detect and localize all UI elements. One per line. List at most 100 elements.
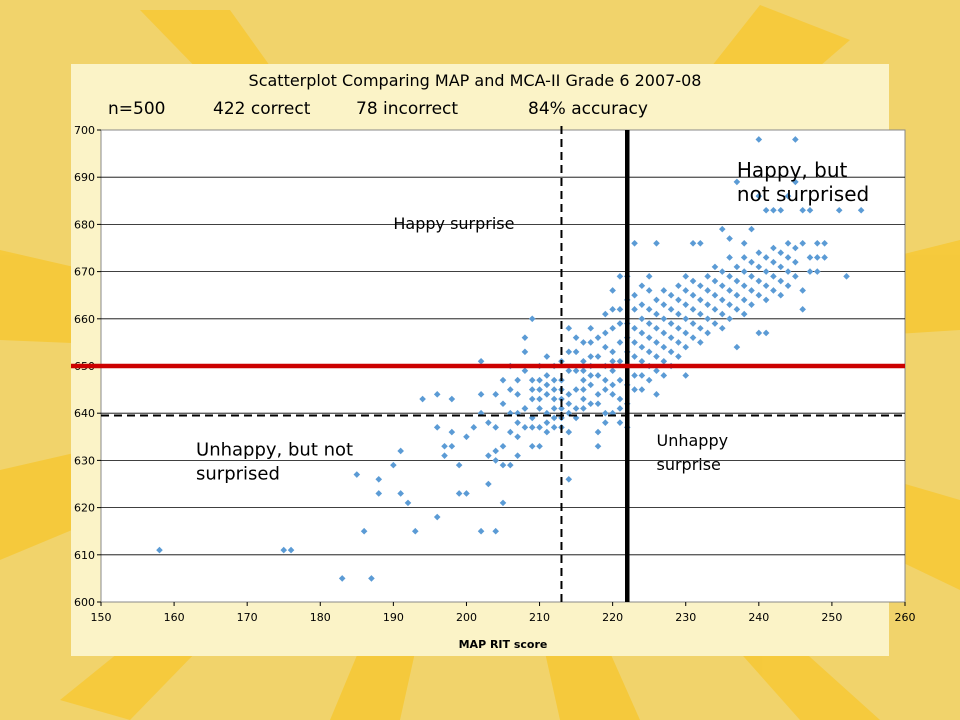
- data-point: [492, 457, 499, 464]
- data-point: [580, 376, 587, 384]
- data-point: [689, 320, 697, 327]
- data-point: [784, 268, 792, 275]
- data-point: [587, 381, 595, 389]
- data-point: [733, 306, 741, 313]
- data-point: [631, 324, 638, 332]
- data-point: [792, 258, 799, 266]
- data-point: [499, 461, 507, 469]
- data-point: [550, 376, 558, 384]
- data-point: [762, 206, 770, 214]
- data-point: [499, 376, 507, 384]
- data-point: [536, 424, 543, 431]
- annotation-label: surprised: [196, 463, 280, 484]
- data-point: [638, 329, 646, 337]
- x-tick-label: 240: [748, 611, 769, 624]
- data-point: [492, 447, 499, 455]
- data-point: [492, 424, 499, 431]
- data-point: [485, 480, 492, 488]
- data-point: [375, 490, 383, 497]
- data-point: [602, 376, 609, 384]
- annotation-label: Happy, but: [737, 158, 848, 182]
- data-point: [455, 490, 463, 497]
- data-point: [748, 273, 755, 280]
- data-point: [572, 334, 580, 341]
- data-point: [609, 391, 616, 398]
- data-point: [843, 273, 850, 280]
- data-point: [156, 546, 163, 554]
- data-point: [514, 452, 521, 459]
- data-point: [287, 546, 295, 554]
- data-point: [602, 343, 609, 351]
- data-point: [697, 339, 704, 346]
- data-point: [616, 339, 624, 346]
- data-point: [528, 376, 536, 384]
- data-point: [770, 273, 777, 280]
- data-point: [718, 310, 726, 318]
- data-point: [777, 206, 785, 214]
- reference-lines: [71, 126, 905, 602]
- y-tick-label: 620: [74, 502, 95, 515]
- data-point: [616, 376, 624, 384]
- data-point: [660, 357, 668, 365]
- data-point: [580, 339, 587, 346]
- x-tick-label: 160: [164, 611, 185, 624]
- data-point: [448, 442, 456, 450]
- data-point: [514, 391, 521, 398]
- y-tick-label: 640: [74, 407, 95, 420]
- data-point: [631, 306, 638, 313]
- data-point: [550, 414, 558, 422]
- data-point: [718, 324, 726, 332]
- data-point: [653, 391, 660, 398]
- data-point: [755, 277, 763, 285]
- data-point: [602, 386, 609, 393]
- data-point: [733, 178, 741, 186]
- data-point: [528, 424, 536, 431]
- data-point: [697, 282, 704, 290]
- annotation-label: Unhappy: [656, 431, 728, 450]
- data-point: [784, 192, 792, 200]
- data-point: [777, 277, 785, 285]
- data-point: [813, 254, 821, 261]
- data-point: [755, 249, 763, 257]
- data-point: [762, 329, 770, 337]
- data-point: [492, 527, 499, 535]
- data-point: [645, 348, 653, 356]
- data-point: [580, 405, 587, 412]
- data-point: [835, 206, 843, 214]
- data-point: [594, 442, 602, 450]
- data-point: [762, 268, 770, 275]
- data-point: [521, 348, 529, 356]
- data-point: [609, 306, 616, 313]
- data-point: [616, 357, 624, 365]
- y-tick-label: 680: [74, 218, 95, 231]
- data-point: [682, 301, 690, 308]
- stat-accuracy: 84% accuracy: [528, 99, 648, 119]
- data-point: [711, 306, 719, 313]
- data-point: [740, 254, 748, 261]
- data-point: [587, 353, 595, 360]
- data-point: [565, 400, 573, 408]
- data-point: [762, 296, 770, 304]
- data-point: [653, 324, 660, 332]
- gridlines: [101, 176, 905, 556]
- y-tick-label: 660: [74, 313, 95, 326]
- data-point: [609, 348, 616, 356]
- data-point: [660, 315, 668, 323]
- data-point: [565, 391, 573, 398]
- data-point: [441, 452, 448, 459]
- data-point: [675, 324, 682, 332]
- data-point: [689, 239, 697, 247]
- data-point: [799, 287, 806, 294]
- data-point: [799, 206, 806, 214]
- data-point: [477, 391, 485, 398]
- data-point: [404, 499, 412, 507]
- data-point: [565, 428, 573, 436]
- x-tick-label: 190: [383, 611, 404, 624]
- data-point: [594, 391, 602, 398]
- annotation-label: Unhappy, but not: [196, 440, 353, 461]
- data-point: [792, 273, 799, 280]
- stat-n: n=500: [108, 99, 165, 119]
- data-point: [682, 343, 690, 351]
- data-point: [572, 386, 580, 393]
- data-point: [718, 296, 726, 304]
